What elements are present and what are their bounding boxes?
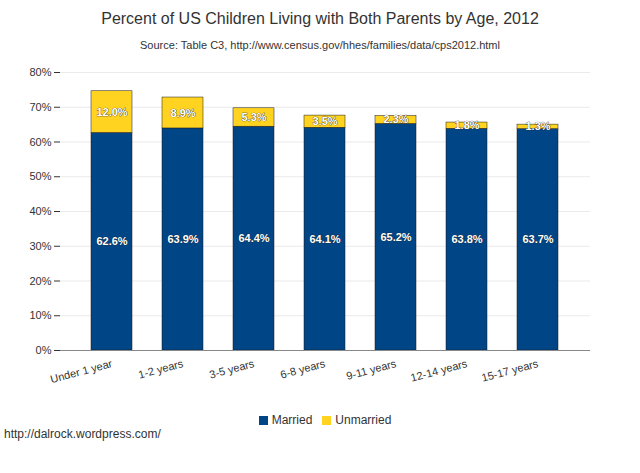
svg-text:63.7%: 63.7% xyxy=(522,233,553,245)
svg-text:3-5 years: 3-5 years xyxy=(208,357,256,381)
html-text:Married: Married xyxy=(271,413,313,427)
svg-text:1.3%: 1.3% xyxy=(525,120,550,132)
svg-text:70%: 70% xyxy=(29,101,51,113)
svg-text:60%: 60% xyxy=(29,136,51,148)
svg-text:64.1%: 64.1% xyxy=(309,233,340,245)
svg-text:63.8%: 63.8% xyxy=(451,233,482,245)
html-text:Source: Table C3, http://www.c: Source: Table C3, http://www.census.gov/… xyxy=(140,39,500,51)
svg-text:64.4%: 64.4% xyxy=(238,232,269,244)
svg-text:10%: 10% xyxy=(29,309,51,321)
svg-text:62.6%: 62.6% xyxy=(96,235,127,247)
svg-text:0%: 0% xyxy=(36,344,52,356)
svg-text:20%: 20% xyxy=(29,275,51,287)
svg-text:30%: 30% xyxy=(29,240,51,252)
svg-text:80%: 80% xyxy=(29,66,51,78)
svg-text:5.3%: 5.3% xyxy=(241,111,266,123)
svg-text:8.9%: 8.9% xyxy=(170,107,195,119)
svg-text:63.9%: 63.9% xyxy=(167,233,198,245)
svg-text:2.3%: 2.3% xyxy=(383,113,408,125)
svg-text:Under 1 year: Under 1 year xyxy=(49,357,114,385)
html-text:Percent of US Children Living: Percent of US Children Living with Both … xyxy=(101,10,539,27)
html-text:Unmarried: Unmarried xyxy=(335,413,392,427)
svg-text:15-17 years: 15-17 years xyxy=(480,357,540,384)
svg-text:9-11 years: 9-11 years xyxy=(345,357,398,382)
svg-text:6-8 years: 6-8 years xyxy=(279,357,327,381)
html-text:http://dalrock.wordpress.com/: http://dalrock.wordpress.com/ xyxy=(4,427,161,441)
svg-text:12-14 years: 12-14 years xyxy=(409,357,469,384)
svg-text:1-2 years: 1-2 years xyxy=(137,357,185,381)
svg-text:65.2%: 65.2% xyxy=(380,231,411,243)
svg-text:1.8%: 1.8% xyxy=(454,119,479,131)
svg-text:50%: 50% xyxy=(29,170,51,182)
svg-text:12.0%: 12.0% xyxy=(96,106,127,118)
svg-text:40%: 40% xyxy=(29,205,51,217)
svg-text:3.5%: 3.5% xyxy=(312,115,337,127)
